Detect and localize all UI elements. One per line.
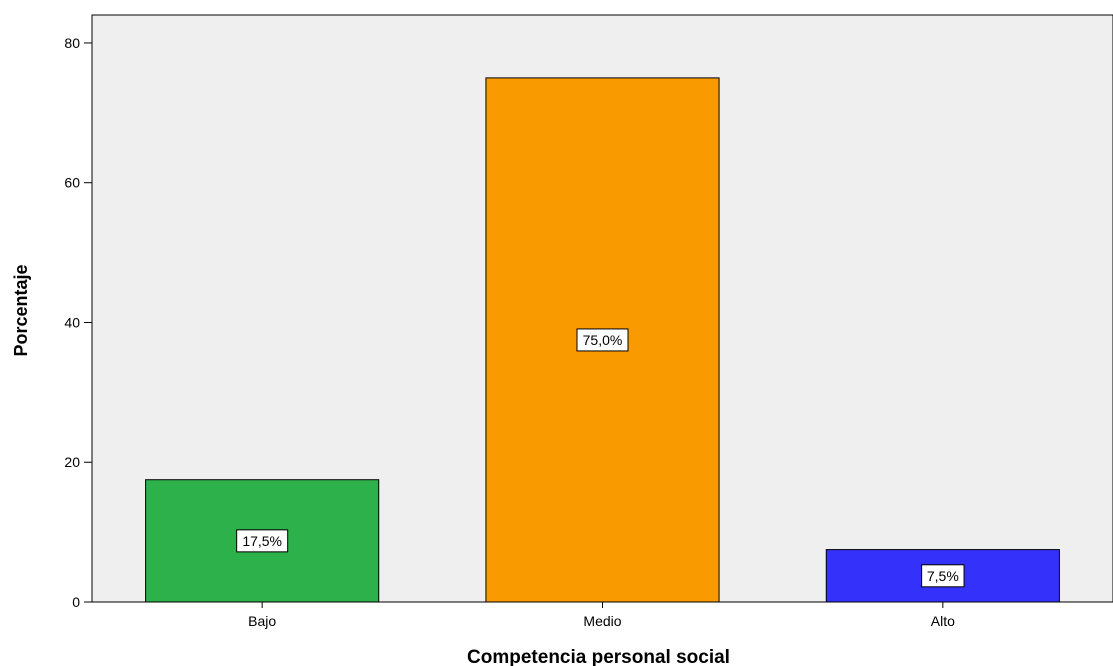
y-tick-label: 40 bbox=[64, 314, 80, 330]
x-tick-label: Alto bbox=[931, 613, 955, 629]
x-axis: Bajo Medio Alto bbox=[248, 602, 955, 629]
data-label: 75,0% bbox=[576, 328, 629, 352]
data-label-text: 7,5% bbox=[927, 568, 959, 584]
y-axis: 0 20 40 60 80 bbox=[64, 35, 92, 610]
bar-alto bbox=[825, 549, 1060, 603]
y-tick-label: 80 bbox=[64, 35, 80, 51]
y-tick-label: 0 bbox=[72, 594, 80, 610]
x-axis-title: Competencia personal social bbox=[467, 647, 730, 666]
data-label-text: 75,0% bbox=[583, 332, 623, 348]
data-label-box bbox=[576, 328, 629, 352]
data-labels-group: 17,5% 75,0% 7,5% bbox=[236, 328, 965, 588]
data-label: 7,5% bbox=[921, 564, 965, 588]
data-label-box bbox=[921, 564, 965, 588]
data-label: 17,5% bbox=[236, 529, 289, 553]
data-label-text: 17,5% bbox=[242, 533, 282, 549]
y-tick-label: 20 bbox=[64, 454, 80, 470]
y-axis-title: Porcentaje bbox=[11, 264, 31, 356]
y-tick-label: 60 bbox=[64, 175, 80, 191]
data-label-box bbox=[236, 529, 289, 553]
x-tick-label: Medio bbox=[583, 613, 621, 629]
x-tick-label: Bajo bbox=[248, 613, 276, 629]
